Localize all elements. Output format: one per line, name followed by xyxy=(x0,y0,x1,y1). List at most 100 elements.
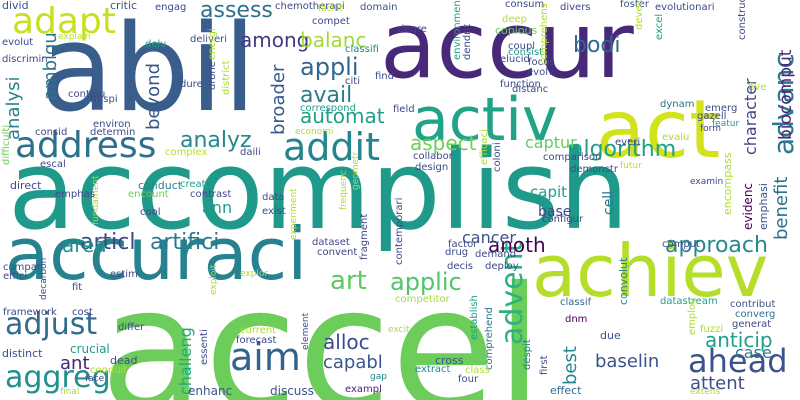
word-conduit: conduit xyxy=(90,365,128,376)
word-convolut: convolut xyxy=(617,257,630,305)
word-creat: creat xyxy=(180,179,206,190)
word-aim: aim xyxy=(230,335,301,379)
word-differ: differ xyxy=(118,322,145,333)
word-comparison: comparison xyxy=(543,152,602,163)
word-escal: escal xyxy=(40,159,66,170)
word-district: district xyxy=(221,60,232,95)
word-anoth: anoth xyxy=(488,233,546,257)
word-evolv: evolv xyxy=(527,67,554,78)
word-achiev: achiev xyxy=(532,229,769,313)
word-abil: abil xyxy=(40,0,257,139)
word-essenti: essenti xyxy=(199,329,210,365)
word-construct: construct xyxy=(737,0,748,40)
word-deliveri: deliveri xyxy=(190,34,228,45)
word-compar: compar xyxy=(3,262,41,273)
word-cost: cost xyxy=(72,307,93,318)
word-energi: energi xyxy=(207,28,218,60)
word-consum: consum xyxy=(505,0,545,10)
word-cool: cool xyxy=(140,207,161,218)
word-aspect: aspect xyxy=(410,131,477,155)
word-demonstr: demonstr xyxy=(570,164,618,175)
word-consist: consist xyxy=(508,47,544,58)
word-despit: despit xyxy=(522,339,533,370)
word-algorithm: algorithm xyxy=(570,137,677,162)
word-approach: approach xyxy=(665,233,768,258)
word-complex: complex xyxy=(165,147,208,158)
word-extens: extens xyxy=(690,387,721,397)
word-beyond: beyond xyxy=(143,63,164,130)
word-continu: continu xyxy=(68,89,106,100)
word-ann: ann xyxy=(202,198,233,217)
word-analyz: analyz xyxy=(180,128,252,153)
word-determin: determin xyxy=(90,127,136,138)
word-assess: assess xyxy=(200,0,273,23)
word-effect: effect xyxy=(550,384,582,397)
word-automat: automat xyxy=(300,104,385,128)
word-exploit: exploit xyxy=(209,264,219,295)
word-develop: develop xyxy=(634,0,645,30)
word-find: find xyxy=(375,71,394,82)
word-establish: establish xyxy=(469,295,480,340)
word-ahead: ahead xyxy=(688,342,788,380)
word-examin: examin xyxy=(690,177,724,187)
word-contribut: contribut xyxy=(730,299,776,310)
word-ant: ant xyxy=(60,353,90,374)
word-captur: captur xyxy=(525,133,577,152)
word-distanc: distanc xyxy=(512,84,549,95)
word-chemotherapi: chemotherapi xyxy=(275,1,345,12)
word-activ: activ xyxy=(412,85,558,155)
word-four: four xyxy=(458,374,479,385)
word-best: best xyxy=(560,346,581,385)
word-element: element xyxy=(301,312,311,350)
word-accel: accel xyxy=(100,251,543,400)
word-futur: futur xyxy=(620,161,642,171)
word-gap: gap xyxy=(370,372,387,382)
word-datastream: datastream xyxy=(660,296,718,307)
word-exist: exist xyxy=(262,206,286,217)
word-framework: framework xyxy=(3,307,57,318)
word-capit: capit xyxy=(530,183,568,201)
word-field: field xyxy=(393,104,415,115)
word-applic: applic xyxy=(390,268,462,296)
word-anticip: anticip xyxy=(705,328,773,352)
word-efficaci: efficaci xyxy=(479,129,490,165)
word-cancer: cancer xyxy=(462,228,516,247)
word-evalu: evalu xyxy=(662,132,690,143)
word-forecast: forecast xyxy=(236,335,277,346)
word-artifici: artifici xyxy=(150,230,220,255)
word-explain: explain xyxy=(58,32,91,42)
word-environ: environ xyxy=(93,119,131,130)
word-distinct: distinct xyxy=(2,347,43,360)
word-form: form xyxy=(700,124,721,134)
word-compet: compet xyxy=(312,16,350,27)
word-citi: citi xyxy=(345,76,360,87)
word-ambigu: ambigu xyxy=(40,32,61,100)
word-biocomput: biocomput xyxy=(776,49,796,140)
word-classif: classif xyxy=(560,297,592,308)
word-daili: daili xyxy=(240,147,261,158)
word-broader: broader xyxy=(268,64,289,135)
word-consid: consid xyxy=(35,127,68,138)
word-final: final xyxy=(60,387,80,397)
word-demand: demand xyxy=(475,249,517,260)
word-employ: employ xyxy=(687,297,698,335)
word-area: area xyxy=(62,233,107,257)
word-drug: drug xyxy=(445,247,469,258)
word-engag: engag xyxy=(155,2,187,13)
word-encompass: encompass xyxy=(721,152,734,215)
word-benefit: benefit xyxy=(771,176,792,240)
word-emphas: emphas xyxy=(55,189,95,200)
word-configur: configur xyxy=(542,214,584,225)
word-address: address xyxy=(15,125,157,166)
word-direct: direct xyxy=(10,179,42,192)
word-comprehens: comprehens xyxy=(539,3,550,65)
word-fit: fit xyxy=(72,282,83,293)
word-accomplish: accomplish xyxy=(8,126,629,254)
word-decis: decis xyxy=(447,261,473,272)
word-divers: divers xyxy=(560,2,591,13)
word-evolutionari: evolutionari xyxy=(655,2,715,13)
word-comprehend: comprehend xyxy=(484,307,495,370)
word-dataset: dataset xyxy=(312,237,350,248)
word-baselin: baselin xyxy=(595,351,660,372)
